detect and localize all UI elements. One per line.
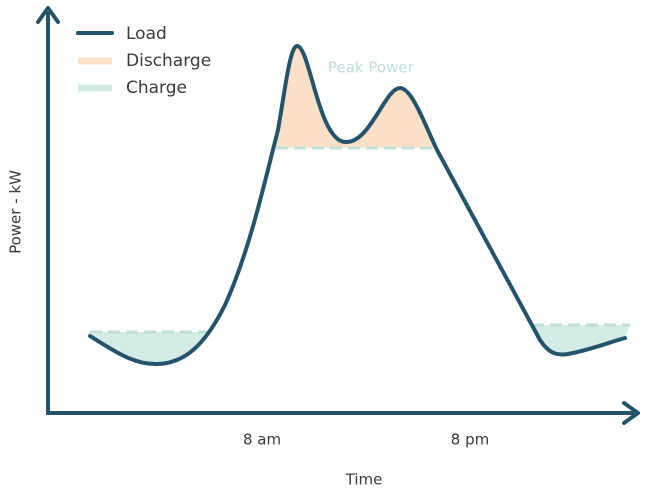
legend-label: Discharge	[126, 51, 211, 71]
x-axis-arrow	[622, 401, 640, 425]
y-axis-arrow	[36, 6, 60, 24]
charge-area	[90, 332, 210, 365]
discharge-area	[276, 46, 436, 148]
legend-label: Charge	[126, 78, 187, 98]
annotation: Peak Power	[328, 59, 415, 77]
charge-area	[532, 325, 630, 355]
x-tick-label: 8 am	[243, 431, 281, 449]
load-curve	[88, 44, 627, 367]
y-axis-label: Power - kW	[7, 170, 25, 254]
x-tick-label: 8 pm	[451, 431, 489, 449]
legend-label: Load	[126, 24, 167, 44]
x-axis-label: Time	[345, 471, 383, 489]
